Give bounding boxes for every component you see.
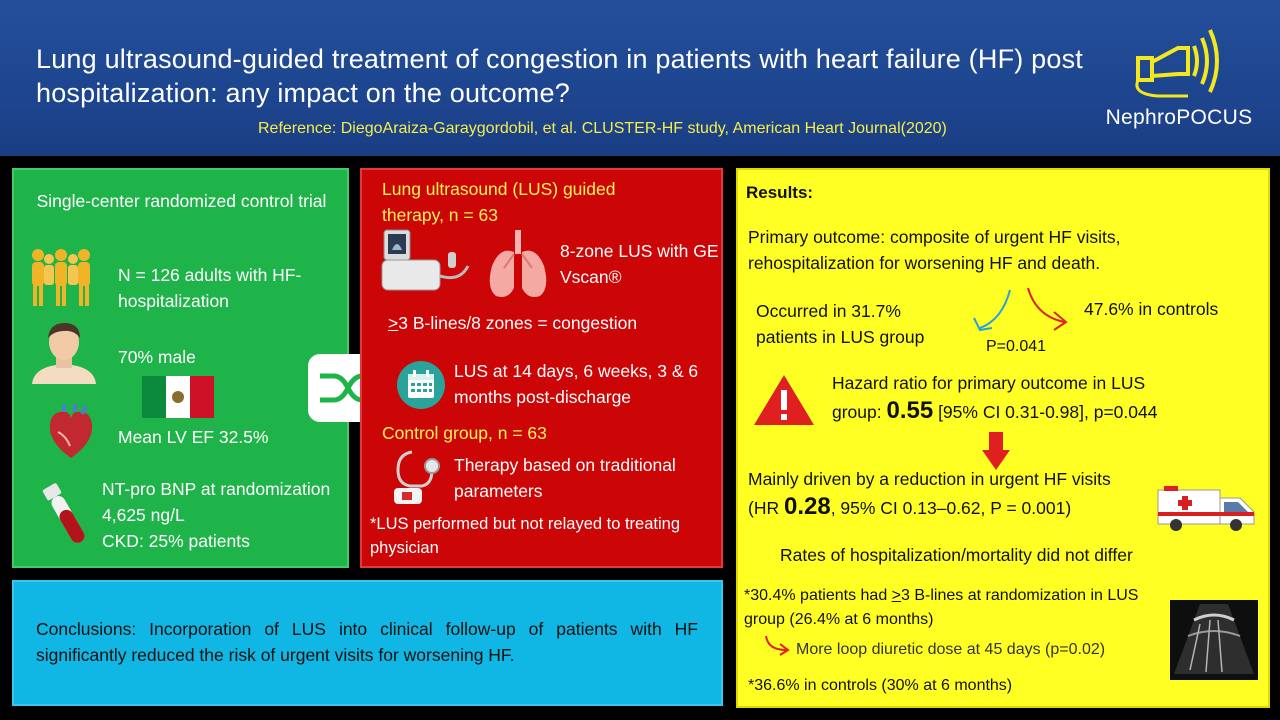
stethoscope-icon bbox=[394, 450, 440, 504]
hr-value: 0.55 bbox=[886, 397, 934, 424]
conclusion-panel: Conclusions: Incorporation of LUS into c… bbox=[12, 580, 723, 706]
hr-line-2: group: 0.55 [95% CI 0.31-0.98], p=0.044 bbox=[832, 398, 1157, 425]
ambulance-icon bbox=[1157, 486, 1255, 531]
logo-text: NephroPOCUS bbox=[1105, 106, 1253, 129]
lungs-icon bbox=[489, 230, 547, 297]
design-heading: Single-center randomized control trial bbox=[36, 191, 327, 211]
heart-icon bbox=[49, 403, 93, 458]
ef-text: Mean LV EF 32.5% bbox=[118, 427, 269, 447]
curved-arrow-icon bbox=[765, 635, 790, 656]
blines-prefix: *30.4% patients had bbox=[744, 587, 892, 604]
warning-icon bbox=[754, 375, 814, 425]
control-therapy-text: Therapy based on traditional parameters bbox=[454, 455, 676, 501]
people-group-icon bbox=[32, 249, 90, 306]
control-group-heading: Control group, n = 63 bbox=[382, 423, 547, 443]
male-text: 70% male bbox=[118, 347, 196, 367]
driven-line-2: (HR 0.28, 95% CI 0.13–0.62, P = 0.001) bbox=[748, 494, 1071, 521]
controls-note: *36.6% in controls (30% at 6 months) bbox=[748, 677, 1013, 694]
p-value-text: P=0.041 bbox=[986, 338, 1047, 355]
primary-outcome-text: Primary outcome: composite of urgent HF … bbox=[748, 227, 1121, 273]
man-avatar-icon bbox=[32, 322, 96, 384]
outcome-arrows-icon bbox=[973, 287, 1068, 332]
blines-ge-sign: > bbox=[891, 587, 902, 604]
results-panel: Results: Primary outcome: composite of u… bbox=[736, 168, 1270, 708]
driven-line-1: Mainly driven by a reduction in urgent H… bbox=[748, 469, 1111, 489]
lus-schedule-text: LUS at 14 days, 6 weeks, 3 & 6 months po… bbox=[454, 361, 699, 407]
hr-line-1: Hazard ratio for primary outcome in LUS bbox=[832, 373, 1146, 393]
blood-tube-icon bbox=[42, 483, 85, 543]
driven-hr-value: 0.28 bbox=[783, 493, 831, 520]
congestion-text: >3 B-lines/8 zones = congestion bbox=[388, 310, 637, 336]
greater-equal-sign: > bbox=[388, 313, 399, 333]
header-banner: Lung ultrasound-guided treatment of cong… bbox=[0, 0, 1280, 156]
lus-group-heading: Lung ultrasound (LUS) guided therapy, n … bbox=[382, 179, 616, 225]
participants-text: N = 126 adults with HF-hospitalization bbox=[118, 265, 302, 311]
calendar-icon bbox=[397, 361, 445, 409]
ultrasound-probe-icon bbox=[1135, 29, 1219, 98]
lus-zone-text: 8-zone LUS with GE Vscan® bbox=[560, 241, 719, 287]
down-arrow-icon bbox=[982, 432, 1010, 470]
congestion-criteria: 3 B-lines/8 zones = congestion bbox=[398, 313, 638, 333]
reference-citation: Reference: DiegoAraiza-Garaygordobil, et… bbox=[258, 120, 947, 137]
hr-prefix: group: bbox=[832, 402, 887, 422]
study-design-panel: Single-center randomized control trial N… bbox=[12, 168, 349, 568]
hr-ci: [95% CI 0.31-0.98], p=0.044 bbox=[933, 402, 1158, 422]
mexico-flag-icon bbox=[142, 376, 214, 418]
blines-note: *30.4% patients had >3 B-lines at random… bbox=[744, 584, 1164, 632]
blines-suffix: 3 B-lines at randomization in LUS group … bbox=[744, 587, 1139, 628]
intervention-panel: Lung ultrasound (LUS) guided therapy, n … bbox=[360, 168, 723, 568]
page-title: Lung ultrasound-guided treatment of cong… bbox=[36, 44, 1083, 108]
results-heading: Results: bbox=[746, 183, 814, 202]
driven-prefix: (HR bbox=[748, 498, 784, 518]
control-event-rate: 47.6% in controls bbox=[1084, 299, 1219, 319]
diuretic-text: More loop diuretic dose at 45 days (p=0.… bbox=[796, 641, 1106, 658]
driven-ci: , 95% CI 0.13–0.62, P = 0.001) bbox=[830, 498, 1072, 518]
ckd-text: CKD: 25% patients bbox=[102, 531, 250, 551]
lus-event-rate: Occurred in 31.7% patients in LUS group bbox=[756, 301, 925, 347]
bnp-text: NT-pro BNP at randomization 4,625 ng/L bbox=[102, 479, 331, 525]
no-difference-text: Rates of hospitalization/mortality did n… bbox=[780, 545, 1133, 565]
ultrasound-device-icon bbox=[381, 229, 470, 291]
footnote-text: *LUS performed but not relayed to treati… bbox=[370, 515, 681, 557]
ultrasound-image-icon bbox=[1170, 600, 1258, 680]
conclusion-text: Conclusions: Incorporation of LUS into c… bbox=[36, 619, 698, 665]
